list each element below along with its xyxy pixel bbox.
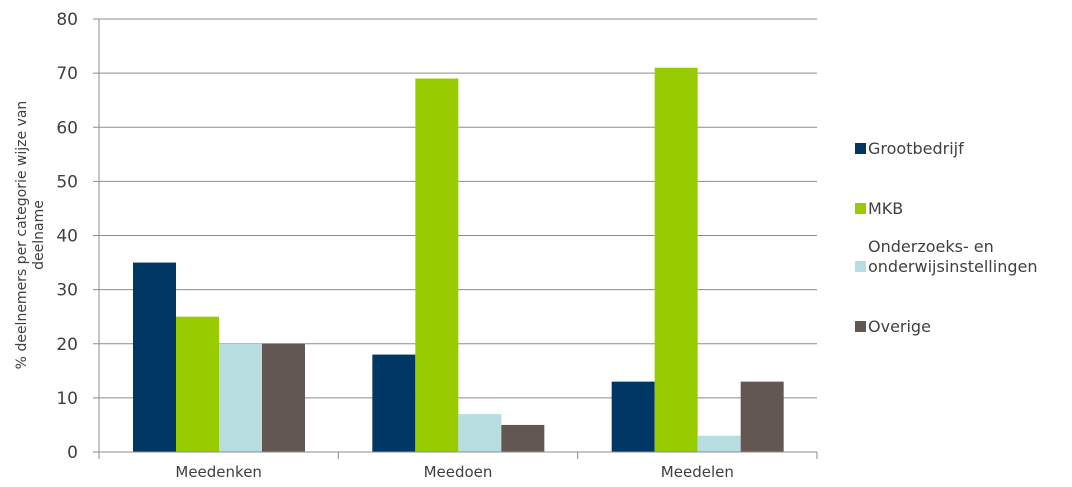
y-tick-label: 30 bbox=[56, 281, 78, 301]
y-tick-label: 0 bbox=[67, 443, 78, 463]
bar-overige-meedoen bbox=[501, 424, 545, 452]
y-axis-title: % deelnemers per categorie wijze vandeel… bbox=[14, 101, 47, 370]
y-tick-labels: 0 10 20 30 40 50 60 70 80 bbox=[56, 10, 78, 463]
y-tick-label: 80 bbox=[56, 10, 78, 30]
category-label: Meedenken bbox=[175, 463, 262, 481]
bar-onderzoeks-en-onderwijsinstellingen-meedoen bbox=[458, 414, 502, 452]
category-labels: Meedenken Meedoen Meedelen bbox=[175, 463, 733, 481]
y-tick-label: 50 bbox=[56, 172, 78, 192]
bar-grootbedrijf-meedenken bbox=[133, 262, 176, 452]
legend-swatch bbox=[855, 203, 866, 214]
bar-mkb-meedelen bbox=[654, 67, 698, 453]
bar-overige-meedenken bbox=[262, 343, 305, 452]
y-axis-title-line: deelname bbox=[31, 200, 47, 270]
y-tick-label: 10 bbox=[56, 389, 78, 409]
y-tick-label: 70 bbox=[56, 64, 78, 84]
legend-label: Overige bbox=[868, 317, 931, 336]
legend-swatch bbox=[855, 261, 866, 272]
legend-swatch bbox=[855, 143, 866, 154]
bar-onderzoeks-en-onderwijsinstellingen-meedenken bbox=[219, 343, 262, 452]
legend-label: Onderzoeks- en bbox=[868, 237, 994, 256]
x-axis bbox=[98, 451, 818, 459]
legend-label: onderwijsinstellingen bbox=[868, 257, 1037, 276]
legend-label: MKB bbox=[868, 199, 903, 218]
bar-mkb-meedenken bbox=[176, 316, 219, 452]
category-label: Meedelen bbox=[661, 463, 734, 481]
legend-swatch bbox=[855, 321, 866, 332]
legend-label: Grootbedrijf bbox=[868, 139, 964, 158]
bar-overige-meedelen bbox=[740, 381, 784, 452]
bars bbox=[133, 67, 784, 453]
bar-grootbedrijf-meedelen bbox=[611, 381, 655, 452]
y-axis-title-line: % deelnemers per categorie wijze van bbox=[14, 101, 30, 370]
bar-onderzoeks-en-onderwijsinstellingen-meedelen bbox=[697, 435, 741, 452]
bar-mkb-meedoen bbox=[415, 78, 459, 452]
y-tick-label: 20 bbox=[56, 335, 78, 355]
category-label: Meedoen bbox=[424, 463, 493, 481]
y-tick-label: 60 bbox=[56, 118, 78, 138]
y-tick-label: 40 bbox=[56, 227, 78, 247]
legend: Grootbedrijf MKB Onderzoeks- enonderwijsin… bbox=[855, 139, 1037, 336]
bar-grootbedrijf-meedoen bbox=[372, 354, 416, 452]
